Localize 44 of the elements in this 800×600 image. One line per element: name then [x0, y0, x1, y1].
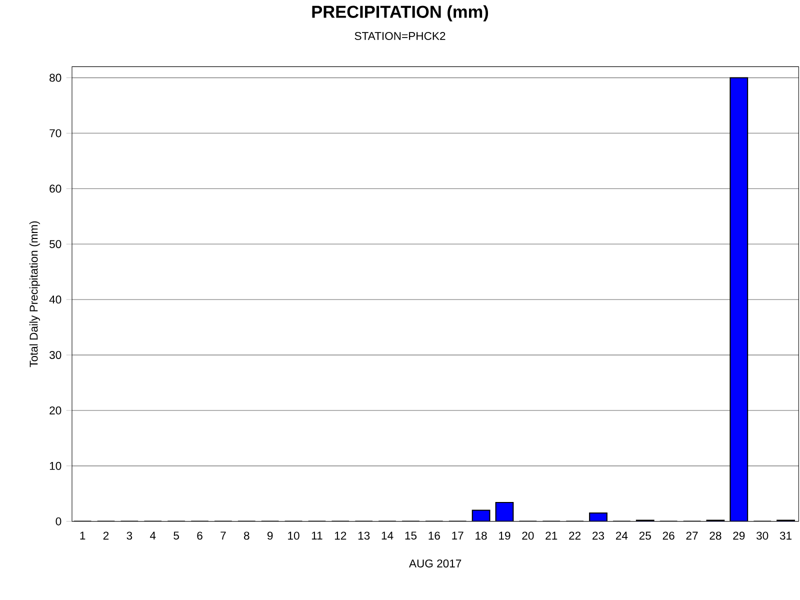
x-tick-label: 18	[476, 532, 487, 540]
x-tick-label: 27	[686, 532, 698, 540]
x-tick-label: 6	[197, 532, 202, 540]
x-tick-label: 8	[244, 532, 250, 540]
x-tick-label: 9	[267, 532, 273, 540]
x-tick-label: 3	[126, 532, 132, 540]
x-tick-label: 2	[103, 532, 109, 540]
x-tick-label: 13	[358, 532, 370, 540]
x-tick-label: 20	[522, 532, 534, 540]
y-tick-label: 70	[50, 129, 62, 138]
x-tick-label: 29	[733, 532, 745, 540]
y-tick-label: 50	[50, 240, 62, 248]
x-tick-label: 26	[662, 532, 674, 540]
x-tick-label: 1	[80, 532, 86, 540]
y-tick-label: 80	[50, 74, 62, 82]
x-tick-label: 15	[405, 532, 417, 540]
y-tick-label: 40	[49, 296, 62, 304]
x-tick-label: 25	[639, 532, 651, 540]
y-tick-label: 20	[50, 406, 62, 414]
x-tick-label: 14	[382, 532, 394, 540]
x-tick-label: 21	[546, 532, 558, 540]
x-tick-label: 16	[428, 532, 440, 540]
y-axis-title: Total Daily Precipitation (mm)	[29, 221, 40, 368]
y-tick-label: 0	[56, 517, 62, 526]
x-tick-label: 22	[569, 532, 581, 540]
y-tick-label: 60	[50, 184, 62, 193]
x-tick-label: 30	[756, 532, 768, 540]
x-tick-label: 12	[334, 532, 346, 540]
x-tick-label: 23	[592, 532, 604, 540]
chart-subtitle: STATION=PHCK2	[354, 32, 446, 40]
x-axis-title: AUG 2017	[408, 559, 462, 568]
x-tick-label: 11	[312, 532, 322, 540]
x-tick-label: 24	[616, 532, 628, 540]
x-tick-label: 7	[220, 532, 226, 540]
x-tick-label: 4	[150, 532, 156, 540]
x-tick-label: 28	[710, 532, 722, 540]
x-tick-label: 19	[499, 532, 510, 540]
y-tick-label: 10	[50, 462, 62, 470]
y-tick-label: 30	[50, 351, 62, 359]
chart-title: PRECIPITATION (mm)	[312, 5, 488, 22]
x-tick-label: 31	[780, 532, 792, 540]
x-tick-label: 10	[288, 532, 300, 540]
x-tick-label: 17	[452, 532, 464, 540]
x-tick-label: 5	[174, 532, 179, 540]
